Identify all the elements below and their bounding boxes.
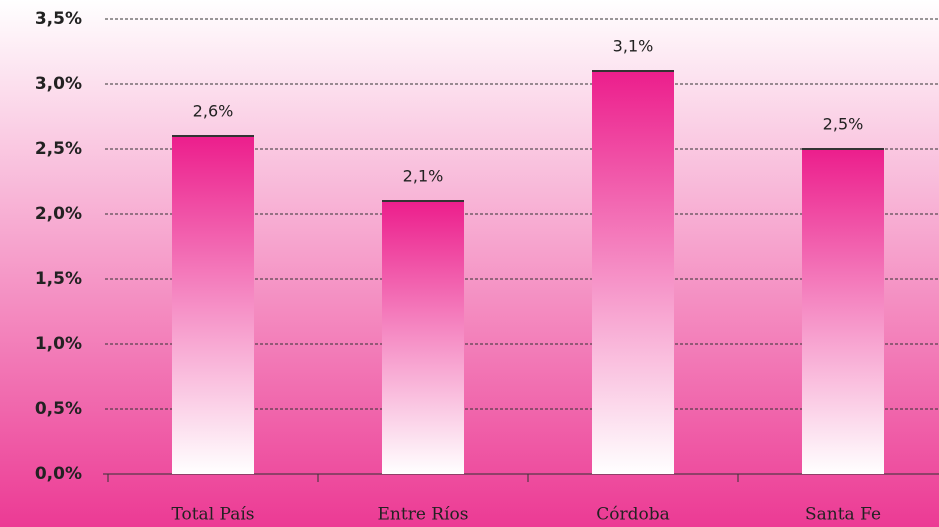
x-tick-label: Entre Ríos — [378, 505, 469, 525]
value-label: 2,1% — [403, 167, 444, 186]
y-tick-label: 2,5% — [35, 139, 82, 159]
value-label: 2,5% — [823, 115, 864, 134]
bar — [802, 149, 884, 474]
y-tick-label: 0,0% — [35, 464, 82, 484]
y-tick-label: 1,0% — [35, 334, 82, 354]
x-tick-label: Santa Fe — [805, 505, 881, 525]
bar — [382, 201, 464, 474]
bar — [172, 136, 254, 474]
y-tick-label: 1,5% — [35, 269, 82, 289]
value-label: 3,1% — [613, 37, 654, 56]
x-tick-label: Total País — [171, 505, 254, 525]
value-label: 2,6% — [193, 102, 234, 121]
y-tick-label: 3,0% — [35, 74, 82, 94]
bar — [592, 71, 674, 474]
x-tick-label: Córdoba — [596, 505, 670, 525]
y-tick-label: 2,0% — [35, 204, 82, 224]
y-tick-label: 3,5% — [35, 9, 82, 29]
y-tick-label: 0,5% — [35, 399, 82, 419]
